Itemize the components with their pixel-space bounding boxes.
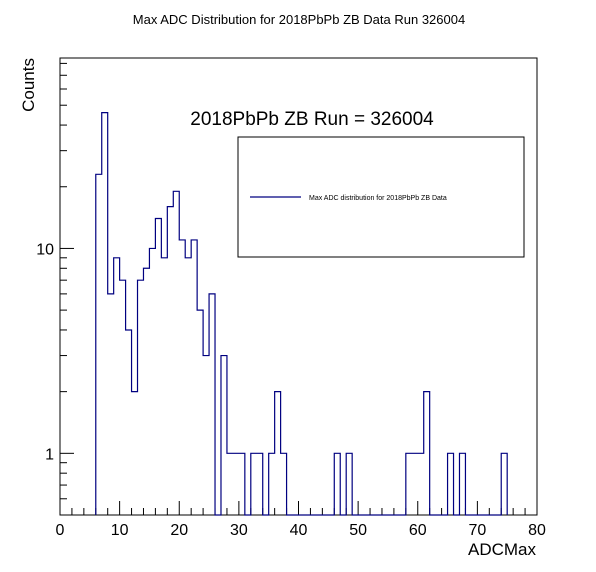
x-tick-label: 40 (290, 522, 308, 539)
histogram-bin (114, 258, 120, 515)
histogram-bin (132, 392, 138, 515)
histogram-bin (149, 248, 155, 515)
histogram-bin (126, 330, 132, 515)
histogram-bin (239, 453, 245, 515)
histogram-bin (155, 218, 161, 515)
histogram-bin (275, 392, 281, 515)
histogram-bin (334, 453, 340, 515)
histogram-bin (233, 453, 239, 515)
legend: Max ADC distribution for 2018PbPb ZB Dat… (238, 137, 524, 257)
x-tick-label: 30 (230, 522, 248, 539)
histogram-bin (221, 356, 227, 515)
histogram-bin (406, 453, 412, 515)
histogram-bin (209, 294, 215, 515)
histogram-bin (143, 268, 149, 515)
y-tick-label: 1 (45, 446, 54, 463)
x-axis-label: ADCMax (468, 540, 537, 559)
histogram-bin (251, 453, 257, 515)
annotation-text: 2018PbPb ZB Run = 326004 (190, 109, 434, 130)
y-tick-label: 10 (36, 241, 54, 258)
histogram-bin (412, 453, 418, 515)
histogram-bin (269, 453, 275, 515)
histogram-bin (161, 258, 167, 515)
histogram-bin (179, 240, 185, 515)
histogram-bin (459, 453, 465, 515)
chart-title: Max ADC Distribution for 2018PbPb ZB Dat… (133, 12, 465, 27)
histogram-bin (424, 392, 430, 515)
histogram-bin (257, 453, 263, 515)
histogram-bin (138, 280, 144, 515)
histogram-bin (227, 453, 233, 515)
histogram-bin (108, 294, 114, 515)
histogram-bin (501, 453, 507, 515)
histogram-bin (281, 453, 287, 515)
legend-entry: Max ADC distribution for 2018PbPb ZB Dat… (309, 195, 447, 202)
x-tick-label: 0 (56, 522, 65, 539)
histogram-bin (102, 113, 108, 515)
histogram-bin (448, 453, 454, 515)
y-axis: 1 10 (36, 63, 74, 515)
x-tick-label: 60 (409, 522, 427, 539)
x-tick-label: 80 (528, 522, 546, 539)
histogram-bin (197, 310, 203, 515)
histogram-bin (203, 356, 209, 515)
histogram-bin (120, 280, 126, 515)
x-tick-label: 10 (111, 522, 129, 539)
histogram-bin (191, 240, 197, 515)
y-axis-label: Counts (19, 58, 38, 112)
histogram-bin (167, 207, 173, 515)
histogram-bin (173, 191, 179, 515)
histogram-bin (96, 174, 102, 515)
x-tick-label: 70 (468, 522, 486, 539)
histogram-bin (185, 258, 191, 515)
x-tick-label: 20 (170, 522, 188, 539)
histogram-bin (418, 453, 424, 515)
x-axis: 0 10 20 30 40 50 60 70 80 (56, 501, 546, 539)
histogram-bin (346, 453, 352, 515)
x-tick-label: 50 (349, 522, 367, 539)
